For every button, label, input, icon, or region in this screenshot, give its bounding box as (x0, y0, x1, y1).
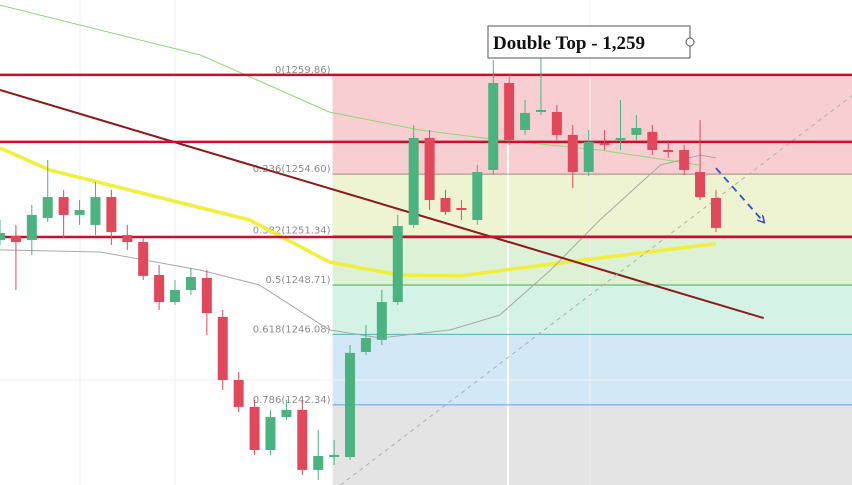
candle-body (647, 131, 658, 150)
candle-body (663, 149, 674, 153)
candle-body (106, 197, 117, 233)
candle-body (472, 172, 483, 221)
candle-body (551, 111, 562, 135)
candle-body (631, 127, 642, 135)
candle-body (281, 409, 292, 418)
overlay-line (0, 154, 717, 339)
candle-body (599, 143, 610, 145)
candle-body (42, 197, 53, 218)
candle-body (26, 214, 37, 240)
overlay-line (0, 89, 764, 320)
candle-body (567, 134, 578, 173)
candle-body (345, 352, 356, 457)
candle-body (408, 137, 419, 225)
fib-label: 0.618(1246.08) (253, 324, 331, 335)
candle-body (74, 210, 85, 215)
fib-zone (332, 174, 852, 236)
candle-body (58, 197, 69, 215)
candle-body (488, 82, 499, 170)
candle-body (376, 302, 387, 340)
candle-body (249, 406, 260, 450)
candle-body (360, 338, 371, 352)
candle-body (170, 290, 181, 303)
candle-body (520, 112, 531, 131)
candle-body (217, 316, 228, 380)
annotation: Double Top - 1,259 (487, 25, 695, 59)
candle-body (297, 409, 308, 470)
fib-label: 0.786(1242.34) (253, 395, 331, 406)
candle-body (456, 207, 467, 211)
fib-label: 0.382(1251.34) (253, 225, 331, 236)
candle-body (201, 277, 212, 313)
fib-zone (332, 284, 852, 335)
candle-body (138, 242, 149, 276)
candle-body (504, 82, 515, 141)
candle-body (265, 417, 276, 450)
fib-label: 0(1259.86) (275, 65, 331, 76)
candle-body (0, 232, 5, 240)
annotation-text: Double Top - 1,259 (493, 33, 645, 54)
candle-body (122, 235, 133, 243)
candle-body (695, 172, 706, 198)
candle-body (424, 137, 435, 201)
candle-body (710, 197, 721, 228)
candle-body (185, 277, 196, 291)
overlay-line (340, 94, 852, 485)
annotation-handle (685, 37, 695, 47)
candle-body (10, 236, 21, 243)
annotation-box (487, 25, 691, 59)
candle-body (440, 197, 451, 212)
candle-body (90, 197, 101, 225)
candle-body (233, 379, 244, 407)
fib-label: 0.236(1254.60) (253, 164, 331, 175)
candle-body (392, 226, 403, 303)
candle-body (615, 137, 626, 141)
fib-zone (332, 334, 852, 405)
candle-body (535, 109, 546, 112)
candle-body (329, 454, 340, 457)
fib-zone (332, 404, 852, 485)
candle-body (679, 149, 690, 170)
candle-body (583, 141, 594, 173)
candle-body (313, 456, 324, 470)
fib-label: 0.5(1248.71) (265, 275, 330, 286)
overlay-line (0, 4, 701, 166)
candle-body (154, 274, 165, 303)
